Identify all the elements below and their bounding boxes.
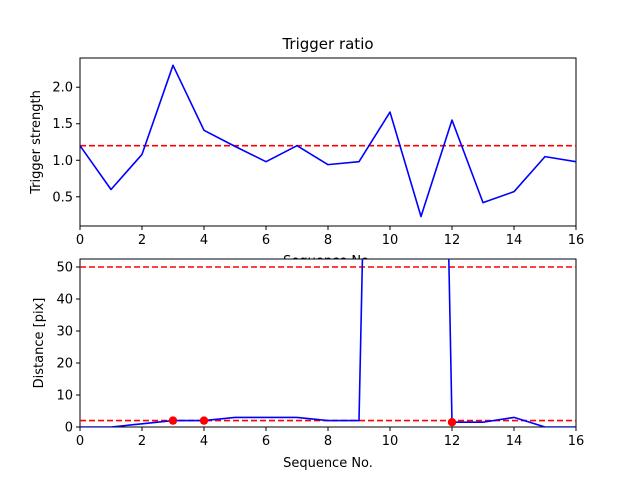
x-tick-label: 4: [200, 434, 208, 449]
x-tick-label: 16: [568, 434, 585, 449]
x-tick-label: 8: [324, 434, 332, 449]
x-tick-label: 6: [262, 434, 270, 449]
top-plot-frame: [79, 57, 577, 227]
x-tick-label: 4: [200, 233, 208, 248]
bottom-y-ticks: 0 10 20 30 40 50: [56, 261, 80, 436]
x-tick-label: 6: [262, 233, 270, 248]
data-marker: [168, 416, 178, 425]
x-tick-label: 12: [444, 233, 461, 248]
x-tick-label: 8: [324, 233, 332, 248]
x-tick-label: 2: [138, 233, 146, 248]
y-tick-label: 0: [65, 421, 73, 436]
data-marker: [447, 418, 457, 427]
top-x-ticks: 0 2 4 6 8 10 12 14 16: [76, 226, 584, 248]
y-tick-label: 10: [56, 389, 73, 404]
bottom-x-ticks: 0 2 4 6 8 10 12 14 16: [76, 427, 584, 449]
x-tick-label: 16: [568, 233, 585, 248]
series-line: [80, 259, 576, 427]
top-series-group: [80, 64, 576, 218]
x-tick-label: 14: [506, 434, 523, 449]
y-tick-label: 0.5: [52, 190, 73, 205]
x-tick-label: 14: [506, 233, 523, 248]
x-tick-label: 10: [382, 434, 399, 449]
x-tick-label: 12: [444, 434, 461, 449]
y-tick-label: 1.5: [52, 117, 73, 132]
top-y-axis-label: Trigger strength: [29, 90, 44, 195]
bottom-plot-background: [80, 259, 576, 427]
y-tick-label: 1.0: [52, 154, 73, 169]
y-tick-label: 40: [56, 293, 73, 308]
x-tick-label: 0: [76, 233, 84, 248]
data-marker: [199, 416, 209, 425]
y-tick-label: 20: [56, 357, 73, 372]
top-y-ticks: 0.5 1.0 1.5 2.0: [52, 81, 80, 205]
top-chart-title: Trigger ratio: [281, 35, 373, 53]
bottom-x-axis-label: Sequence No.: [283, 456, 373, 471]
x-tick-label: 0: [76, 434, 84, 449]
series-line: [80, 64, 576, 218]
y-tick-label: 30: [56, 325, 73, 340]
bottom-chart: 0 2 4 6 8 10 12 14 16 0 10 20 30 40 50 Sequence No. D…: [32, 258, 584, 471]
x-tick-label: 2: [138, 434, 146, 449]
y-tick-label: 50: [56, 261, 73, 276]
x-tick-label: 10: [382, 233, 399, 248]
bottom-y-axis-label: Distance [pix]: [32, 298, 47, 389]
bottom-markers-group: [168, 416, 457, 427]
top-chart: Trigger ratio 0 2 4 6 8 10 12 14 16 0.5 1.0 1.5 2.0…: [29, 35, 584, 269]
bottom-series-group: [80, 259, 576, 427]
y-tick-label: 2.0: [52, 81, 73, 96]
